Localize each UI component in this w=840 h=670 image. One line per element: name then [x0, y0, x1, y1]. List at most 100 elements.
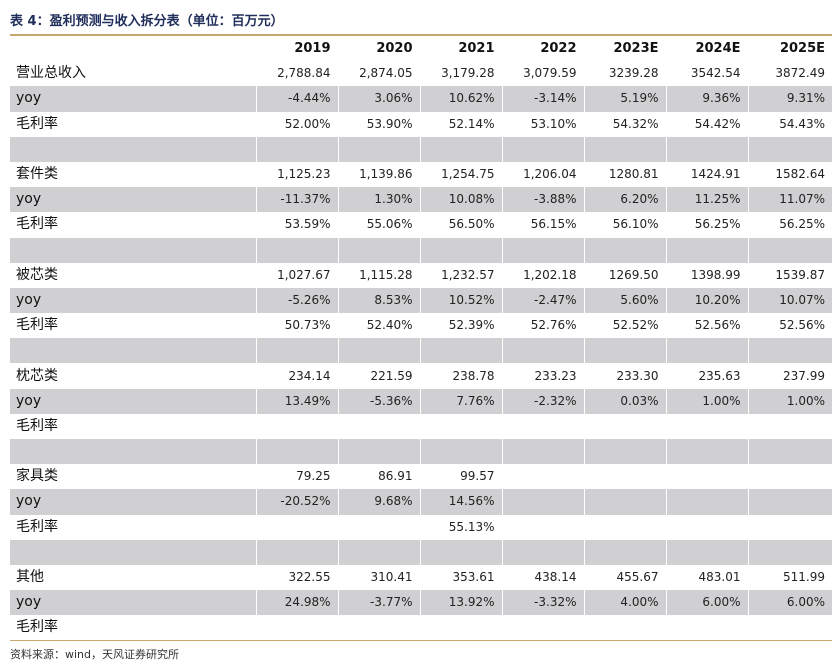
table-cell: 52.39% — [419, 313, 502, 339]
table-cell: 52.56% — [665, 313, 748, 339]
table-cell — [583, 338, 666, 364]
table-row — [10, 136, 832, 162]
table-cell: 6.20% — [583, 187, 666, 213]
table-cell: 455.67 — [583, 564, 666, 591]
table-cell: 1539.87 — [747, 262, 832, 288]
table-cell: 56.15% — [501, 212, 584, 238]
row-label: 毛利率 — [16, 518, 58, 535]
row-label: 营业总收入 — [16, 65, 86, 82]
table-cell — [665, 514, 748, 540]
table-cell — [583, 615, 666, 641]
table-cell — [419, 615, 502, 641]
table-cell: 7.76% — [419, 388, 502, 414]
table-cell: 55.13% — [419, 514, 502, 540]
table-row: 家具类 79.25 86.91 99.57 — [10, 464, 832, 490]
table-cell: -5.26% — [255, 287, 338, 314]
table-cell — [747, 464, 832, 490]
table-cell — [419, 136, 502, 162]
table-row — [10, 237, 832, 263]
table-row: 毛利率 52.00% 53.90% 52.14% 53.10% 54.32% 54.42% 5… — [10, 111, 832, 137]
table-cell — [747, 489, 832, 515]
table-cell: 10.20% — [665, 287, 748, 314]
row-label: 枕芯类 — [16, 367, 58, 384]
table-cell — [665, 237, 748, 263]
table-cell — [747, 615, 832, 641]
table-cell — [665, 539, 748, 565]
table-cell: -3.32% — [501, 590, 584, 616]
table-cell: 3.06% — [337, 86, 420, 112]
table-cell: -20.52% — [255, 489, 338, 515]
table-cell: 52.56% — [747, 313, 832, 339]
table-cell: 1,202.18 — [501, 262, 584, 288]
table-row: 毛利率 55.13% — [10, 514, 832, 540]
row-label: 毛利率 — [16, 619, 58, 636]
table-cell: 5.60% — [583, 287, 666, 314]
header-label — [10, 36, 256, 61]
table-cell — [337, 338, 420, 364]
table-cell: 1.30% — [337, 187, 420, 213]
table-cell: 1.00% — [665, 388, 748, 414]
table-cell: 2,788.84 — [255, 61, 338, 87]
table-cell: 13.92% — [419, 590, 502, 616]
table-cell — [501, 489, 584, 515]
table-cell — [747, 237, 832, 263]
table-cell — [583, 237, 666, 263]
table-cell: 56.25% — [747, 212, 832, 238]
table-row: 营业总收入 2,788.84 2,874.05 3,179.28 3,079.59 323… — [10, 61, 832, 87]
table-cell: 11.25% — [665, 187, 748, 213]
table-row: 套件类 1,125.23 1,139.86 1,254.75 1,206.04 1280.… — [10, 161, 832, 188]
table-body: 营业总收入 2,788.84 2,874.05 3,179.28 3,079.59 323… — [10, 61, 832, 641]
header-year-2024e: 2024E — [665, 36, 748, 62]
table-cell: 10.62% — [419, 86, 502, 112]
table-cell: 9.31% — [747, 86, 832, 112]
table-row: yoy -11.37% 1.30% 10.08% -3.88% 6.20% 11.25% 11… — [10, 187, 832, 213]
table-cell: 483.01 — [665, 564, 748, 591]
row-label — [10, 539, 256, 565]
table-cell — [255, 514, 338, 540]
table-cell — [747, 413, 832, 439]
table-cell — [255, 539, 338, 565]
table-cell: 1,254.75 — [419, 161, 502, 188]
table-cell — [583, 539, 666, 565]
table-cell: 54.32% — [583, 111, 666, 137]
table-cell: 221.59 — [337, 363, 420, 389]
table-cell: 6.00% — [747, 590, 832, 616]
table-cell: -11.37% — [255, 187, 338, 213]
row-label: yoy — [10, 187, 256, 213]
table-cell: 3,079.59 — [501, 61, 584, 87]
table-cell: 235.63 — [665, 363, 748, 389]
table-cell: 52.76% — [501, 313, 584, 339]
table-cell: 1,115.28 — [337, 262, 420, 288]
table-cell: 234.14 — [255, 363, 338, 389]
table-cell: -4.44% — [255, 86, 338, 112]
table-cell — [255, 439, 338, 465]
header-year-2021: 2021 — [419, 36, 502, 62]
table-cell — [419, 539, 502, 565]
table-row: yoy 13.49% -5.36% 7.76% -2.32% 0.03% 1.00% 1.00… — [10, 388, 832, 414]
header-year-2023e: 2023E — [583, 36, 666, 62]
table-cell — [255, 338, 338, 364]
table-cell: -3.88% — [501, 187, 584, 213]
table-row: 毛利率 50.73% 52.40% 52.39% 52.76% 52.52% 52.56% 5… — [10, 313, 832, 339]
row-label: 毛利率 — [16, 417, 58, 434]
table-row: 其他 322.55 310.41 353.61 438.14 455.67 483.01 51… — [10, 564, 832, 591]
table-cell: 8.53% — [337, 287, 420, 314]
table-cell — [501, 464, 584, 490]
row-label: 被芯类 — [16, 266, 58, 283]
table-cell: 1,125.23 — [255, 161, 338, 188]
table-cell — [255, 615, 338, 641]
table-cell — [337, 514, 420, 540]
header-year-2025e: 2025E — [747, 36, 832, 62]
row-label: 套件类 — [16, 166, 58, 183]
table-cell — [501, 615, 584, 641]
table-cell: 13.49% — [255, 388, 338, 414]
table-cell: -2.47% — [501, 287, 584, 314]
table-cell: 438.14 — [501, 564, 584, 591]
table-cell: 2,874.05 — [337, 61, 420, 87]
row-label — [10, 136, 256, 162]
table-cell: 233.30 — [583, 363, 666, 389]
table-cell — [583, 439, 666, 465]
table-row: yoy 24.98% -3.77% 13.92% -3.32% 4.00% 6.00% 6.0… — [10, 590, 832, 616]
table-row: 毛利率 — [10, 615, 832, 641]
table-cell — [337, 539, 420, 565]
